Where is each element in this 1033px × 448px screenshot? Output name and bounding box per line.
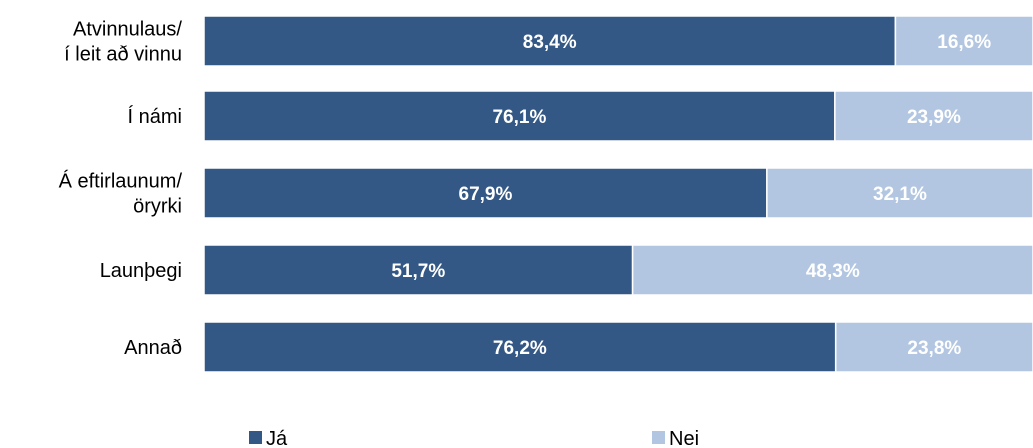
category-label-2-line-1: öryrki [133, 196, 182, 218]
data-label-nei-4: 23,8% [907, 338, 961, 359]
data-label-ja-0: 83,4% [523, 32, 577, 53]
data-label-nei-2: 32,1% [873, 184, 927, 205]
data-label-ja-2: 67,9% [459, 184, 513, 205]
legend-label-ja: Já [266, 428, 288, 448]
legend-swatch-nei [652, 431, 665, 444]
bar-ja-4 [203, 321, 837, 373]
bar-nei-3 [631, 244, 1033, 296]
bar-ja-0 [203, 15, 897, 67]
category-label-0-line-1: í leit að vinnu [64, 44, 182, 66]
data-label-ja-4: 76,2% [493, 338, 547, 359]
bar-nei-2 [766, 167, 1033, 219]
category-labels: Atvinnulaus/í leit að vinnu Í námi Á eftir… [59, 19, 183, 360]
category-label-2-line-0: Á eftirlaunum/ [59, 170, 183, 193]
data-label-nei-0: 16,6% [937, 32, 991, 53]
bar-ja-1 [203, 90, 836, 142]
bar-nei-4 [834, 321, 1033, 373]
bar-nei-1 [834, 90, 1033, 142]
category-label-0-line-0: Atvinnulaus/ [73, 19, 182, 41]
bars-group: 83,4% 16,6% 76,1% 23,9% 67,9% 32,1% 51,7% 48,3%… [203, 15, 1033, 373]
category-label-3-line-0: Launþegi [100, 260, 182, 282]
data-label-nei-3: 48,3% [806, 261, 860, 282]
bar-ja-2 [203, 167, 768, 219]
bar-nei-0 [894, 15, 1033, 67]
data-label-ja-1: 76,1% [492, 107, 546, 128]
data-label-ja-3: 51,7% [391, 261, 445, 282]
legend-label-nei: Nei [669, 428, 699, 448]
data-label-nei-1: 23,9% [907, 107, 961, 128]
legend: Já Nei [249, 428, 699, 448]
category-label-1-line-0: Í námi [128, 105, 182, 128]
category-label-4-line-0: Annað [124, 337, 182, 359]
legend-swatch-ja [249, 431, 262, 444]
